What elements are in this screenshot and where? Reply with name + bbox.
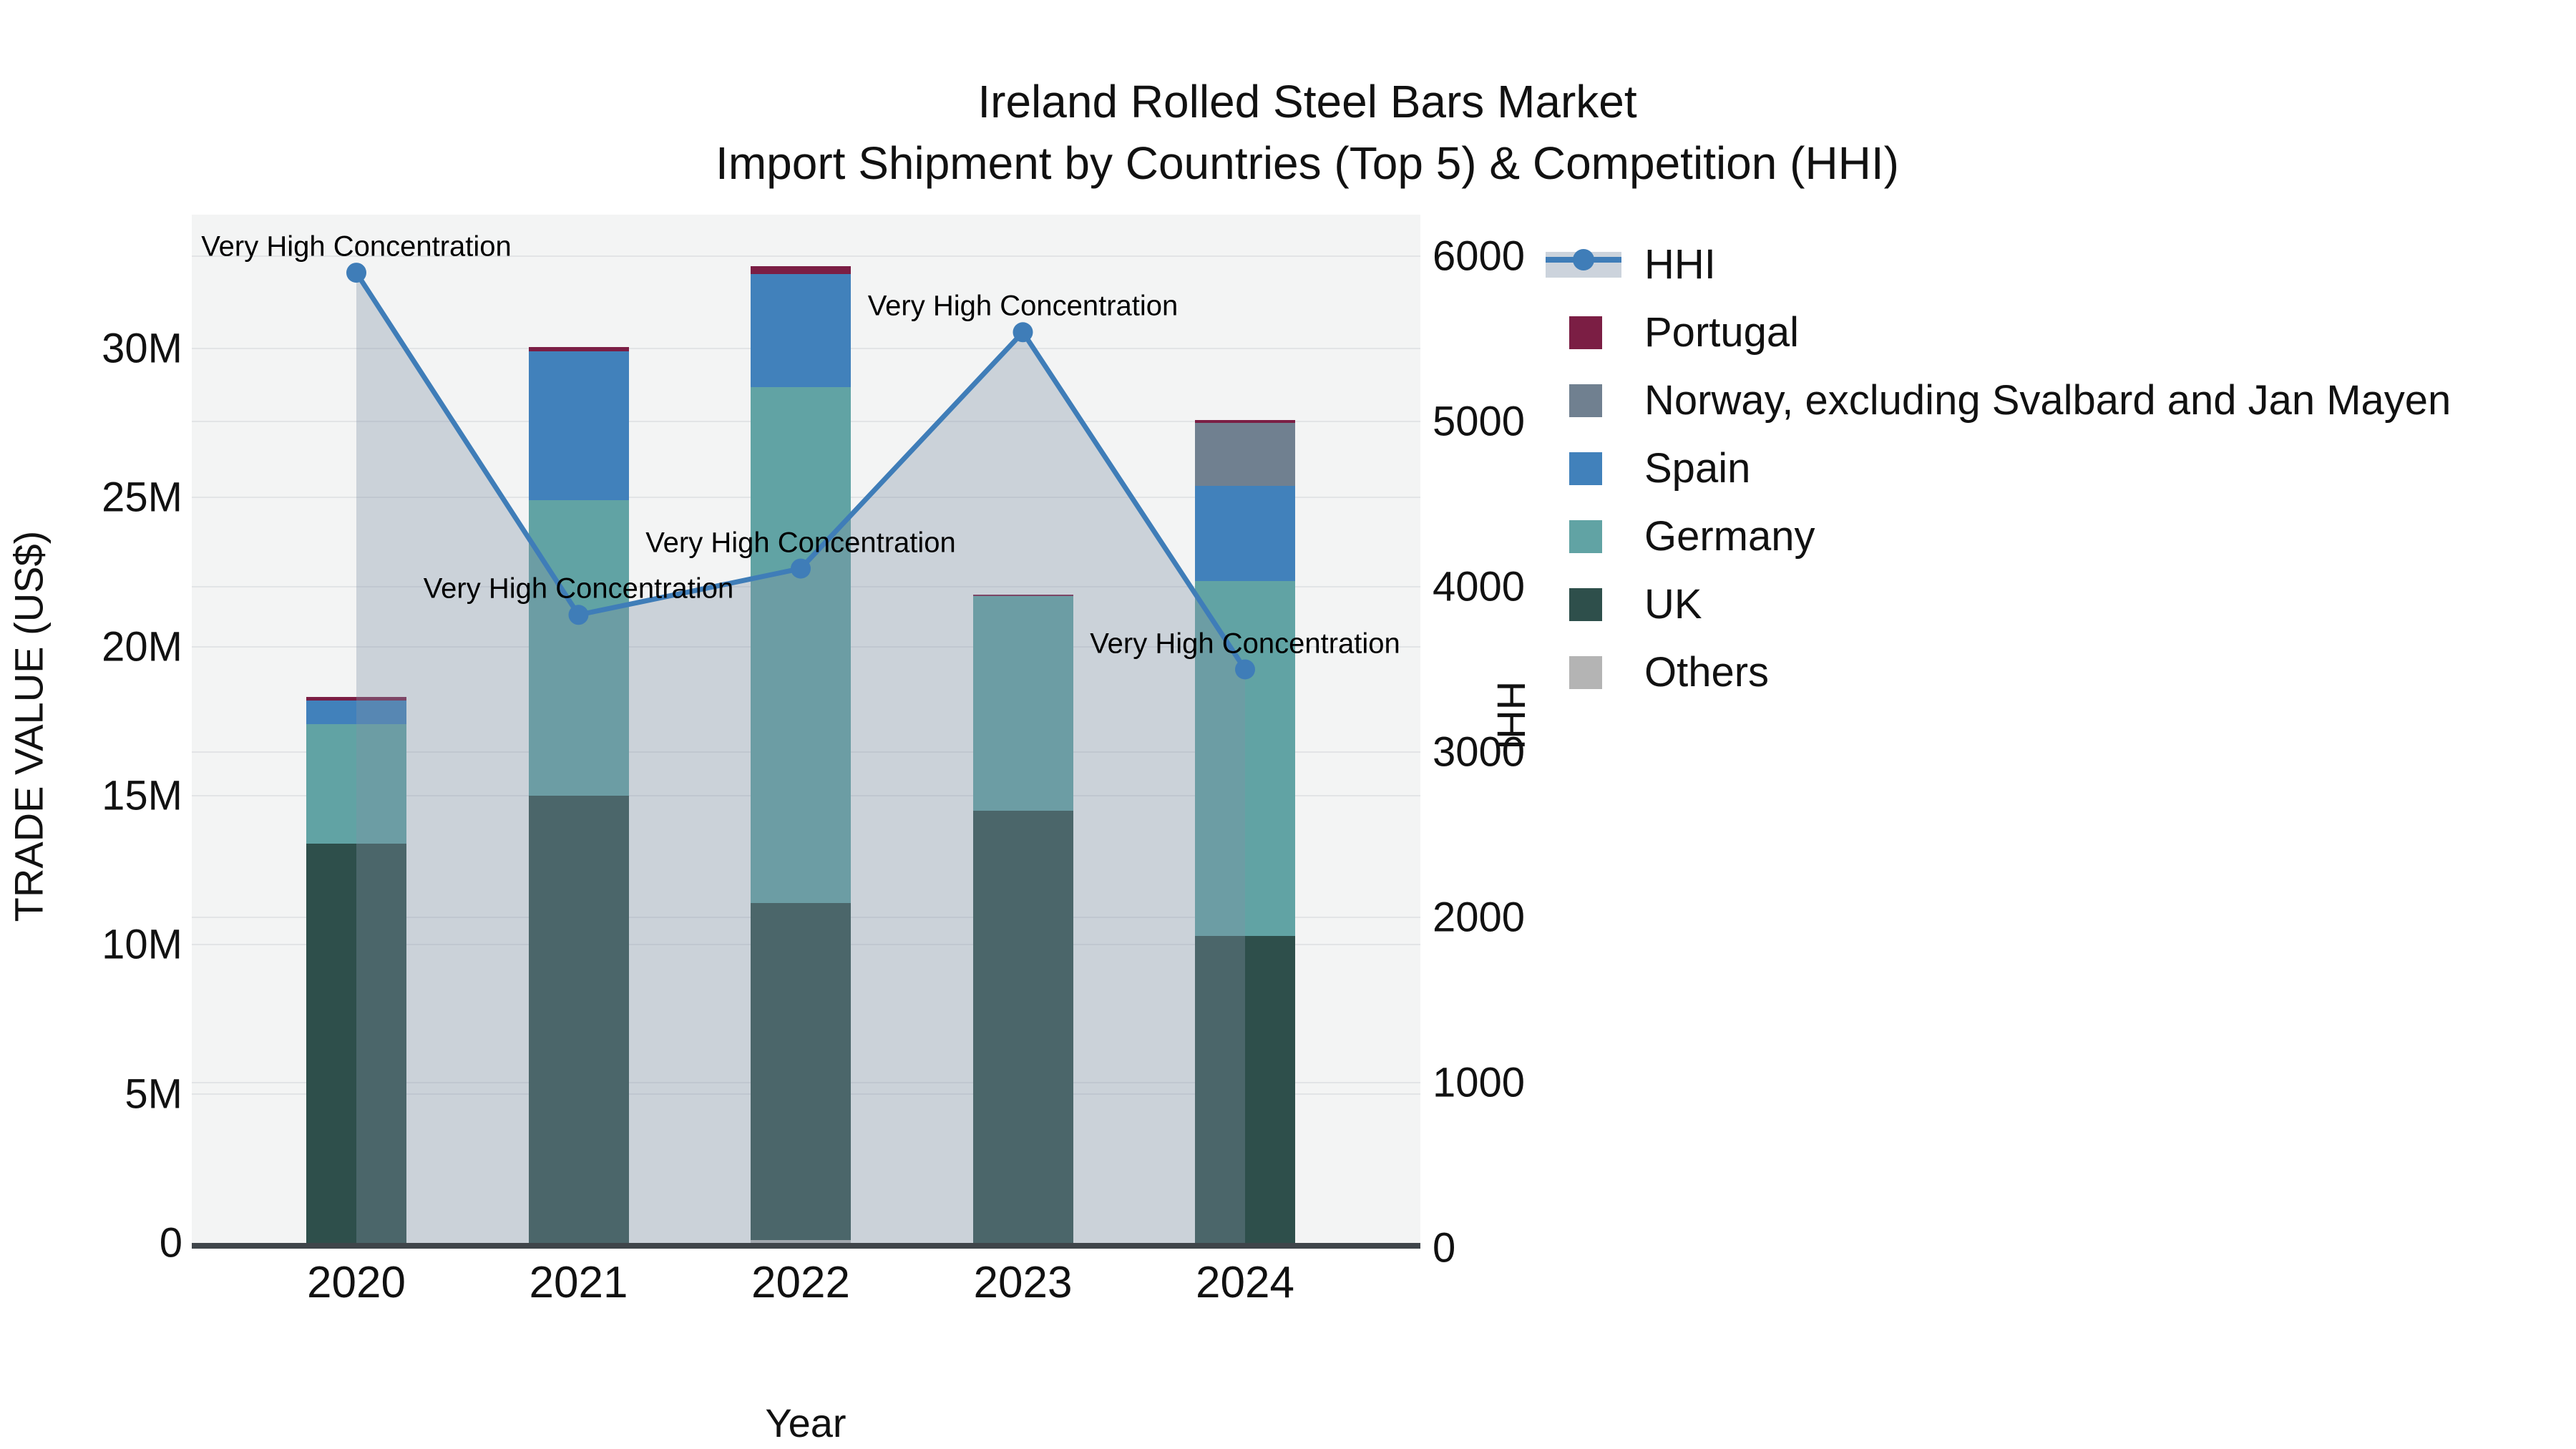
x-tick-2020[interactable]: 2020	[307, 1258, 406, 1307]
legend-swatch-icon	[1569, 384, 1602, 417]
legend-icon-wrap	[1546, 248, 1626, 278]
left-tick-20M: 20M	[102, 623, 182, 670]
legend: HHI Portugal Norway, excluding Svalbard an…	[1546, 230, 2451, 706]
legend-item-hhi[interactable]: HHI	[1546, 230, 2451, 298]
legend-label: Portugal	[1644, 309, 1800, 356]
legend-label: Norway, excluding Svalbard and Jan Mayen	[1644, 377, 2451, 424]
right-tick-3000: 3000	[1433, 728, 1526, 776]
x-tick-2022[interactable]: 2022	[751, 1258, 850, 1307]
annotation-2024: Very High Concentration	[1090, 628, 1400, 659]
x-axis-title: Year	[765, 1400, 847, 1445]
bar-segment-spain-2020[interactable]	[306, 700, 406, 724]
hhi-line-icon-marker	[1573, 248, 1594, 270]
bar-segment-portugal-2020[interactable]	[306, 697, 406, 701]
bar-segment-germany-2020[interactable]	[306, 723, 406, 844]
bar-segment-portugal-2024[interactable]	[1195, 419, 1295, 424]
bar-segment-germany-2022[interactable]	[751, 387, 851, 903]
bar-segment-germany-2023[interactable]	[972, 595, 1073, 811]
legend-swatch-icon	[1569, 587, 1602, 621]
bar-segment-others-2022[interactable]	[751, 1239, 851, 1243]
right-tick-4000: 4000	[1433, 563, 1526, 610]
legend-label: Others	[1644, 649, 1770, 696]
legend-swatch-icon	[1569, 452, 1602, 485]
legend-swatch-icon	[1569, 655, 1602, 689]
legend-label: Germany	[1644, 513, 1815, 560]
hhi-marker-2023[interactable]	[1013, 322, 1033, 343]
legend-label: UK	[1644, 581, 1702, 628]
legend-icon-wrap	[1546, 452, 1626, 485]
hhi-line-icon	[1546, 248, 1621, 278]
x-tick-2023[interactable]: 2023	[973, 1258, 1073, 1307]
bar-segment-portugal-2023[interactable]	[972, 594, 1073, 596]
annotation-2022: Very High Concentration	[645, 527, 956, 559]
left-tick-10M: 10M	[102, 921, 182, 968]
bar-segment-germany-2021[interactable]	[528, 500, 629, 796]
legend-swatch-icon	[1569, 519, 1602, 553]
left-axis-title: TRADE VALUE (US$)	[6, 530, 52, 922]
annotation-2020: Very High Concentration	[201, 230, 512, 263]
left-tick-15M: 15M	[102, 772, 182, 819]
left-tick-25M: 25M	[102, 474, 182, 521]
legend-item-others[interactable]: Others	[1546, 638, 2451, 706]
legend-label: HHI	[1644, 241, 1716, 288]
gridline-right-6000	[192, 255, 1420, 257]
right-tick-0: 0	[1433, 1224, 1456, 1272]
bar-segment-spain-2021[interactable]	[528, 351, 629, 501]
bar-segment-portugal-2021[interactable]	[528, 346, 629, 352]
legend-item-portugal[interactable]: Portugal	[1546, 298, 2451, 366]
bar-segment-spain-2024[interactable]	[1195, 485, 1295, 581]
annotation-2023: Very High Concentration	[867, 290, 1179, 322]
legend-icon-wrap	[1546, 655, 1626, 689]
bar-segment-spain-2022[interactable]	[751, 273, 851, 388]
legend-icon-wrap	[1546, 384, 1626, 417]
bar-segment-portugal-2022[interactable]	[751, 266, 851, 274]
left-tick-30M: 30M	[102, 325, 182, 372]
bar-segment-uk-2024[interactable]	[1195, 935, 1295, 1243]
legend-swatch-icon	[1569, 316, 1602, 349]
left-tick-0: 0	[159, 1219, 182, 1267]
right-tick-1000: 1000	[1433, 1059, 1526, 1106]
x-tick-2024[interactable]: 2024	[1196, 1258, 1294, 1307]
right-tick-2000: 2000	[1433, 894, 1526, 941]
bar-segment-uk-2022[interactable]	[751, 902, 851, 1240]
legend-icon-wrap	[1546, 519, 1626, 553]
legend-icon-wrap	[1546, 587, 1626, 621]
legend-item-norway[interactable]: Norway, excluding Svalbard and Jan Mayen	[1546, 366, 2451, 434]
legend-label: Spain	[1644, 445, 1751, 492]
x-tick-2021[interactable]: 2021	[529, 1258, 628, 1307]
chart-title-line2: Import Shipment by Countries (Top 5) & C…	[716, 137, 1899, 189]
right-tick-6000: 6000	[1433, 233, 1526, 280]
bar-segment-uk-2023[interactable]	[972, 810, 1073, 1243]
bar-segment-uk-2021[interactable]	[528, 795, 629, 1243]
hhi-marker-2020[interactable]	[346, 263, 366, 283]
bar-segment-uk-2020[interactable]	[306, 843, 406, 1243]
legend-item-spain[interactable]: Spain	[1546, 434, 2451, 502]
legend-icon-wrap	[1546, 316, 1626, 349]
chart-title-line1: Ireland Rolled Steel Bars Market	[977, 76, 1637, 127]
plot-area: Very High Concentration Very High Concent…	[192, 215, 1420, 1249]
left-tick-5M: 5M	[125, 1070, 182, 1118]
legend-item-uk[interactable]: UK	[1546, 570, 2451, 638]
bar-segment-norway-2024[interactable]	[1195, 423, 1295, 486]
right-tick-5000: 5000	[1433, 398, 1526, 445]
legend-item-germany[interactable]: Germany	[1546, 502, 2451, 570]
annotation-2021: Very High Concentration	[423, 572, 734, 605]
